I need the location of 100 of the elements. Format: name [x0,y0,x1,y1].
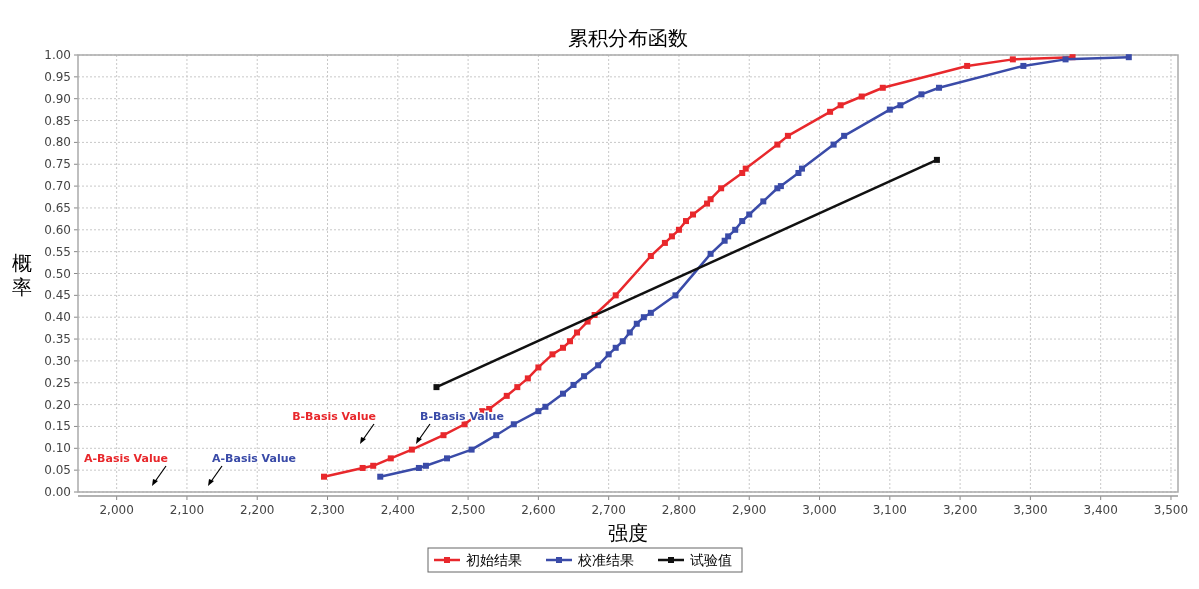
x-tick-label: 3,400 [1083,503,1118,517]
point [918,91,925,98]
point [936,84,943,91]
x-tick-label: 3,200 [942,503,978,517]
point [595,362,602,369]
point [377,473,384,480]
point [1062,56,1069,63]
legend-label: 初始结果 [466,552,522,568]
point [581,373,588,380]
legend-label: 校准结果 [577,552,634,568]
y-tick-label: 0.85 [44,113,71,128]
y-tick-label: 1.00 [44,48,71,62]
y-tick-label: 0.90 [44,91,71,106]
point [668,233,675,240]
point [535,364,542,371]
point [321,473,328,480]
point [567,338,574,345]
point [718,185,725,192]
point [647,253,654,260]
point [647,309,654,316]
y-tick-label: 0.65 [44,200,71,215]
y-tick-label: 0.15 [44,419,71,434]
point [1009,56,1016,63]
point [415,464,422,471]
y-tick-label: 0.35 [44,332,71,347]
y-tick-label: 0.80 [44,135,71,150]
point [784,132,791,139]
point [933,156,940,163]
point [468,446,475,453]
x-tick-label: 2,900 [732,503,767,517]
y-tick-label: 0.10 [44,441,71,456]
annotation: A-Basis Value [84,452,168,465]
point [559,390,566,397]
point [574,329,581,336]
point [858,93,865,100]
x-tick-label: 2,700 [591,503,626,517]
x-tick-label: 2,100 [169,503,205,517]
point [559,344,566,351]
x-axis-title: 强度 [608,521,648,545]
x-tick-label: 2,500 [450,503,486,517]
point [387,455,394,462]
point [1020,62,1027,69]
y-tick-label: 0.45 [44,288,71,303]
point [570,381,577,388]
point [725,233,732,240]
point [964,62,971,69]
x-tick-label: 3,300 [1013,503,1048,517]
point [721,237,728,244]
point [707,196,714,203]
point [422,462,429,469]
point [619,338,626,345]
point [682,218,689,225]
y-tick-label: 0.40 [44,310,71,325]
point [672,292,679,299]
point [503,392,510,399]
point [827,108,834,115]
point [798,165,805,172]
point [633,320,640,327]
chart-title: 累积分布函数 [568,26,688,50]
point [444,455,451,462]
y-tick-label: 0.50 [44,266,71,281]
point [493,432,500,439]
y-tick-label: 0.00 [44,485,71,499]
point [1125,54,1132,61]
annotation: A-Basis Value [212,452,296,465]
point [359,464,366,471]
x-tick-label: 2,400 [380,503,415,517]
y-tick-label: 0.70 [44,179,71,194]
point [739,218,746,225]
annotation: B-Basis Value [292,410,376,423]
point [704,200,711,207]
x-tick-label: 3,100 [872,503,907,517]
point [433,384,440,391]
point [626,329,633,336]
y-tick-label: 0.20 [44,397,71,412]
point [690,211,697,218]
y-tick-label: 0.05 [44,463,71,478]
y-tick-label: 0.30 [44,353,71,368]
point [746,211,753,218]
point [661,239,668,246]
x-tick-label: 2,000 [99,503,134,517]
point [612,344,619,351]
point [524,375,531,382]
point [408,446,415,453]
point [879,84,886,91]
y-axis-title: 概率 [12,251,32,299]
point [742,165,749,172]
point [640,314,647,321]
legend-label: 试验值 [690,552,732,568]
point [605,351,612,358]
point [837,102,844,109]
point [841,132,848,139]
x-tick-label: 3,000 [802,503,837,517]
point [542,403,549,410]
x-tick-label: 2,800 [661,503,697,517]
y-tick-label: 0.60 [44,222,71,237]
x-tick-label: 3,500 [1153,503,1189,517]
point [760,198,767,205]
point [830,141,837,148]
point [774,141,781,148]
